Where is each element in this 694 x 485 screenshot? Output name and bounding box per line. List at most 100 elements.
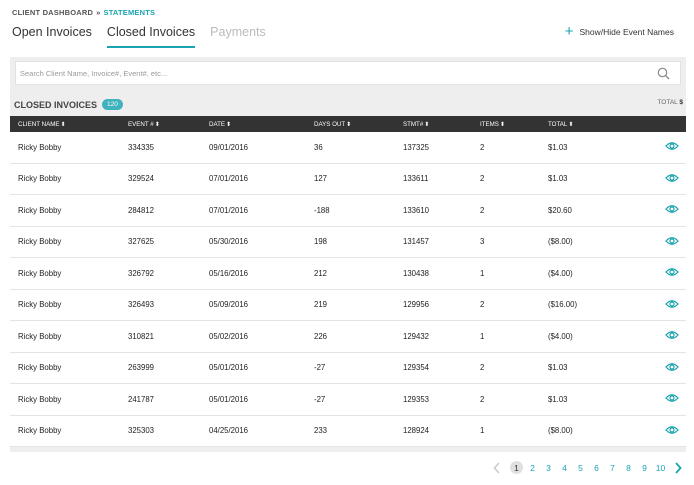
cell-total: $1.03 [548, 174, 568, 184]
eye-icon[interactable] [665, 204, 679, 216]
column-header-event[interactable]: EVENT #⬍ [128, 120, 160, 128]
cell-event: 334335 [128, 142, 155, 152]
cell-client-name: Ricky Bobby [18, 205, 62, 215]
cell-client-name: Ricky Bobby [18, 331, 62, 341]
cell-days-out: 127 [314, 174, 328, 184]
table-row[interactable]: Ricky Bobby 284812 07/01/2016 -188 133610 2 $2… [10, 195, 686, 227]
cell-days-out: -188 [314, 205, 330, 215]
sort-icon: ⬍ [226, 121, 232, 128]
page-10[interactable]: 10 [655, 462, 666, 473]
cell-total: ($8.00) [548, 426, 573, 436]
table-row[interactable]: Ricky Bobby 329524 07/01/2016 127 133611 2 $1.… [10, 163, 686, 195]
cell-client-name: Ricky Bobby [18, 237, 62, 247]
page-4[interactable]: 4 [562, 462, 567, 473]
count-badge: 120 [102, 99, 123, 110]
eye-icon[interactable] [665, 299, 679, 311]
eye-icon[interactable] [665, 393, 679, 405]
table-row[interactable]: Ricky Bobby 241787 05/01/2016 -27 129353 2 $1.… [10, 384, 686, 416]
cell-days-out: 212 [314, 268, 328, 278]
page-8[interactable]: 8 [626, 462, 631, 473]
closed-invoices-heading: CLOSED INVOICES [14, 99, 98, 110]
eye-icon[interactable] [665, 330, 679, 342]
tab-payments[interactable]: Payments [210, 25, 266, 39]
eye-icon[interactable] [665, 141, 679, 153]
search-bar [15, 61, 681, 85]
table-row[interactable]: Ricky Bobby 263999 05/01/2016 -27 129354 2 $1.… [10, 352, 686, 384]
cell-client-name: Ricky Bobby [18, 300, 62, 310]
breadcrumb-separator: » [96, 8, 101, 17]
cell-total: ($4.00) [548, 268, 573, 278]
cell-date: 05/01/2016 [209, 394, 249, 404]
cell-stmt: 130438 [403, 268, 430, 278]
total-summary-currency: $ [679, 99, 683, 106]
column-header-client-name[interactable]: CLIENT NAME⬍ [18, 120, 66, 128]
cell-event: 326493 [128, 300, 155, 310]
cell-client-name: Ricky Bobby [18, 426, 62, 436]
page-2[interactable]: 2 [530, 462, 535, 473]
cell-total: $20.60 [548, 205, 572, 215]
cell-items: 1 [480, 331, 485, 341]
sort-icon: ⬍ [424, 121, 430, 128]
table-row[interactable]: Ricky Bobby 326792 05/16/2016 212 130438 1 ($4… [10, 258, 686, 290]
cell-date: 05/09/2016 [209, 300, 249, 310]
page-3[interactable]: 3 [546, 462, 551, 473]
table-row[interactable]: Ricky Bobby 326493 05/09/2016 219 129956 2 ($1… [10, 289, 686, 321]
sort-icon: ⬍ [499, 121, 505, 128]
eye-icon[interactable] [665, 236, 679, 248]
eye-icon[interactable] [665, 425, 679, 437]
search-input[interactable] [16, 62, 646, 84]
cell-date: 07/01/2016 [209, 174, 249, 184]
sort-icon: ⬍ [60, 121, 66, 128]
table-row[interactable]: Ricky Bobby 327625 05/30/2016 198 131457 3 ($8… [10, 226, 686, 258]
cell-client-name: Ricky Bobby [18, 268, 62, 278]
table-header: CLIENT NAME⬍ EVENT #⬍ DATE⬍ DAYS OUT⬍ ST… [10, 116, 686, 132]
eye-icon[interactable] [665, 267, 679, 279]
cell-event: 326792 [128, 268, 155, 278]
sort-icon: ⬍ [568, 121, 574, 128]
cell-items: 2 [480, 174, 485, 184]
chevron-left-icon[interactable] [493, 461, 501, 474]
sort-icon: ⬍ [346, 121, 352, 128]
total-summary-label: TOTAL [657, 99, 678, 106]
cell-stmt: 131457 [403, 237, 430, 247]
page-list: 1 2 3 4 5 6 7 8 9 10 [507, 461, 667, 474]
cell-date: 05/16/2016 [209, 268, 249, 278]
cell-stmt: 128924 [403, 426, 430, 436]
tab-open-invoices[interactable]: Open Invoices [12, 25, 92, 39]
cell-total: ($16.00) [548, 300, 578, 310]
tab-closed-invoices[interactable]: Closed Invoices [106, 25, 196, 48]
eye-icon[interactable] [665, 362, 679, 374]
page-7[interactable]: 7 [610, 462, 615, 473]
cell-event: 284812 [128, 205, 155, 215]
cell-items: 2 [480, 300, 485, 310]
page-9[interactable]: 9 [642, 462, 647, 473]
pagination: 1 2 3 4 5 6 7 8 9 10 [493, 461, 682, 474]
show-hide-event-names-button[interactable]: + Show/Hide Event Names [565, 24, 675, 39]
breadcrumb-root[interactable]: CLIENT DASHBOARD [12, 8, 94, 17]
page-5[interactable]: 5 [578, 462, 583, 473]
cell-date: 09/01/2016 [209, 142, 249, 152]
chevron-right-icon[interactable] [674, 461, 682, 474]
page-1[interactable]: 1 [510, 461, 523, 474]
column-header-days-out[interactable]: DAYS OUT⬍ [314, 120, 352, 128]
cell-items: 1 [480, 426, 485, 436]
search-icon[interactable] [657, 67, 670, 85]
column-header-items[interactable]: ITEMS⬍ [480, 120, 505, 128]
cell-items: 2 [480, 142, 485, 152]
cell-client-name: Ricky Bobby [18, 363, 62, 373]
page-6[interactable]: 6 [594, 462, 599, 473]
cell-client-name: Ricky Bobby [18, 174, 62, 184]
cell-date: 05/02/2016 [209, 331, 249, 341]
cell-stmt: 133611 [403, 174, 429, 184]
eye-icon[interactable] [665, 173, 679, 185]
cell-days-out: 198 [314, 237, 328, 247]
table-row[interactable]: Ricky Bobby 310821 05/02/2016 226 129432 1 ($4… [10, 321, 686, 353]
column-header-date[interactable]: DATE⬍ [209, 120, 232, 128]
cell-date: 04/25/2016 [209, 426, 249, 436]
table-row[interactable]: Ricky Bobby 325303 04/25/2016 233 128924 1 ($8… [10, 415, 686, 447]
cell-client-name: Ricky Bobby [18, 394, 62, 404]
show-hide-event-names-label: Show/Hide Event Names [579, 27, 675, 37]
column-header-stmt[interactable]: STMT#⬍ [403, 120, 430, 128]
column-header-total[interactable]: TOTAL⬍ [548, 120, 574, 128]
table-row[interactable]: Ricky Bobby 334335 09/01/2016 36 137325 2 $1.0… [10, 132, 686, 164]
